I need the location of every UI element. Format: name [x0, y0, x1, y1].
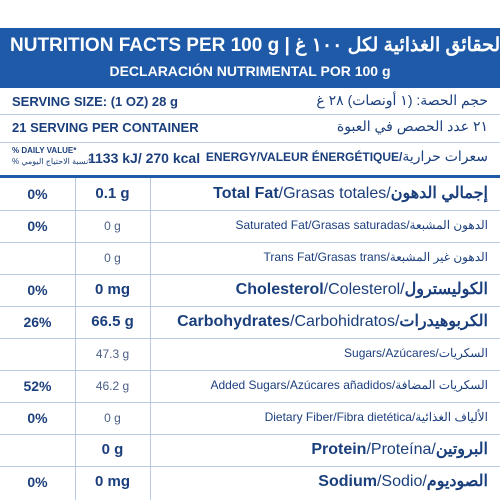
amount: 0.1 g [95, 185, 130, 202]
name-ar: الكوليسترول [404, 281, 488, 298]
name-en: Sodium [318, 473, 377, 490]
amount: 0 mg [94, 473, 130, 490]
nutrient-name: Protein/Proteína/البروتين [311, 439, 488, 459]
name-en: Dietary Fiber [264, 410, 334, 424]
row-divider [0, 306, 500, 307]
nutrient-name: Carbohydrates/Carbohidratos/الكربوهيدرات [177, 311, 488, 331]
amount: 47.3 g [95, 347, 130, 361]
name-es: /Grasas trans/ [314, 250, 390, 264]
energy-label-en: ENERGY/VALEUR ÉNERGÉTIQUE/ [205, 150, 403, 164]
row-divider [0, 466, 500, 467]
nutrient-name: Saturated Fat/Grasas saturadas/الدهون ال… [235, 218, 488, 232]
daily-value: 0% [27, 218, 48, 234]
name-en: Saturated Fat [235, 218, 309, 232]
daily-value: 0% [27, 186, 48, 202]
name-es: /Proteína/ [366, 441, 436, 458]
name-es: /Sodio/ [376, 473, 427, 490]
daily-value: 26% [23, 314, 52, 330]
row-divider [0, 370, 500, 371]
daily-value-label-ar: *نسبة الاحتياج اليومي % [12, 157, 92, 166]
energy-label-ar: سعرات حرارية [402, 148, 488, 164]
nutrient-name: Dietary Fiber/Fibra dietética/الألياف ال… [265, 410, 488, 424]
serving-count: 21 SERVING PER CONTAINER [12, 120, 199, 135]
name-en: Carbohydrates [177, 313, 290, 330]
daily-value: 0% [27, 410, 48, 426]
header-band [0, 28, 500, 88]
title-en: NUTRITION FACTS PER 100 g | [10, 35, 290, 56]
divider [0, 114, 500, 115]
column-line [75, 178, 76, 500]
name-ar: الألياف الغذائية [415, 410, 488, 424]
row-divider [0, 274, 500, 275]
name-ar: السكريات [438, 346, 488, 360]
name-ar: الكربوهيدرات [399, 313, 488, 330]
row-divider [0, 338, 500, 339]
energy-value: 1133 kJ/ 270 kcal [88, 150, 201, 166]
row-divider [0, 210, 500, 211]
name-es: /Fibra dietética/ [333, 410, 416, 424]
daily-value: 52% [23, 378, 52, 394]
divider [0, 142, 500, 143]
name-en: Sugars [344, 346, 383, 360]
serving-size-ar: حجم الحصة: (١ أونصات) ٢٨ غ [316, 92, 488, 108]
energy-label: ENERGY/VALEUR ÉNERGÉTIQUE/سعرات حرارية [206, 148, 488, 165]
daily-value: 0% [27, 282, 48, 298]
title-ar: الحقائق الغذائية لكل ١٠٠ غ [295, 35, 500, 56]
name-en: Trans Fat [263, 250, 315, 264]
amount: 0 g [101, 441, 124, 458]
name-es: /Azúcares añadidos/ [286, 378, 396, 392]
amount: 0 g [104, 411, 121, 425]
name-ar: السكريات المضافة [395, 378, 488, 392]
row-divider [0, 434, 500, 435]
header-title: NUTRITION FACTS PER 100 g | الحقائق الغذ… [10, 34, 500, 57]
header-subtitle: DECLARACIÓN NUTRIMENTAL POR 100 g [109, 63, 391, 79]
name-en: Total Fat [213, 185, 279, 202]
name-en: Added Sugars [210, 378, 287, 392]
name-ar: إجمالي الدهون [390, 185, 488, 202]
nutrient-name: Trans Fat/Grasas trans/الدهون غير المشبع… [263, 250, 488, 264]
name-ar: الصوديوم [426, 473, 488, 490]
name-en: Protein [311, 441, 367, 458]
name-es: /Colesterol/ [323, 281, 405, 298]
nutrient-name: Total Fat/Grasas totales/إجمالي الدهون [213, 183, 488, 203]
name-ar: الدهون غير المشبعة [389, 250, 488, 264]
amount: 0 mg [94, 281, 130, 298]
daily-value: 0% [27, 474, 48, 490]
name-ar: الدهون المشبعة [409, 218, 488, 232]
nutrient-name: Sugars/Azúcares/السكريات [344, 346, 488, 360]
nutrient-name: Sodium/Sodio/الصوديوم [318, 471, 488, 491]
row-divider [0, 402, 500, 403]
serving-count-ar: ٢١ عدد الحصص في العبوة [336, 118, 488, 134]
name-es: /Grasas saturadas/ [308, 218, 410, 232]
name-es: /Grasas totales/ [278, 185, 391, 202]
nutrient-name: Cholesterol/Colesterol/الكوليسترول [236, 279, 488, 299]
nutrient-name: Added Sugars/Azúcares añadidos/السكريات … [210, 378, 488, 392]
name-es: /Azúcares/ [382, 346, 439, 360]
row-divider [0, 242, 500, 243]
column-line [150, 178, 151, 500]
name-es: /Carbohidratos/ [290, 313, 400, 330]
daily-value-label: % DAILY VALUE* [12, 146, 77, 155]
amount: 0 g [104, 219, 121, 233]
amount: 0 g [104, 251, 121, 265]
amount: 66.5 g [91, 313, 134, 330]
serving-size: SERVING SIZE: (1 OZ) 28 g [12, 94, 178, 109]
name-ar: البروتين [435, 441, 488, 458]
amount: 46.2 g [95, 379, 130, 393]
name-en: Cholesterol [235, 281, 324, 298]
thick-divider [0, 175, 500, 178]
